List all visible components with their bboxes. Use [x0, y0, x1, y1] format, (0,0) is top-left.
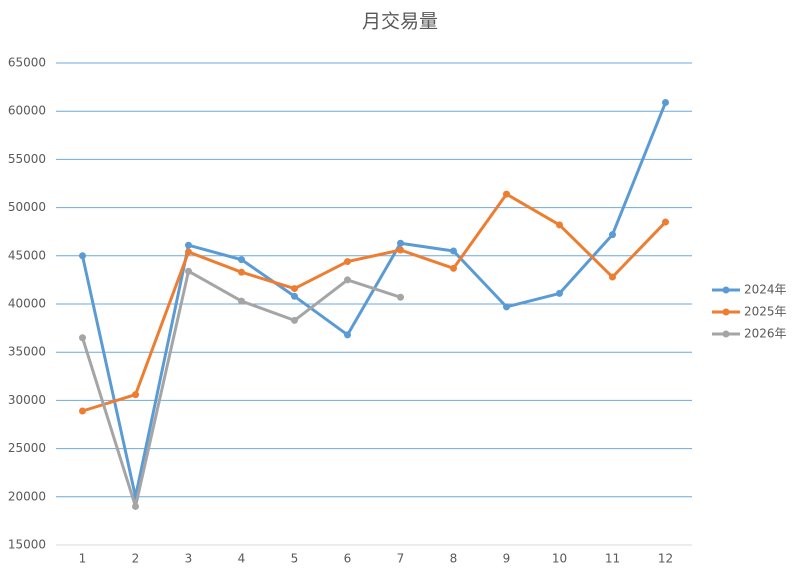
x-tick-label: 6: [344, 552, 352, 566]
x-tick-label: 1: [79, 552, 87, 566]
x-tick-label: 11: [605, 552, 620, 566]
x-tick-label: 8: [450, 552, 458, 566]
y-tick-label: 20000: [8, 489, 46, 503]
data-point: [238, 297, 245, 305]
y-tick-label: 55000: [8, 152, 46, 166]
data-point: [556, 221, 563, 229]
y-tick-label: 15000: [8, 538, 46, 552]
y-tick-label: 40000: [8, 297, 46, 311]
legend-marker: [722, 308, 730, 316]
data-point: [397, 246, 404, 254]
data-point: [238, 268, 245, 276]
data-point: [79, 252, 86, 260]
chart-title: 月交易量: [362, 11, 438, 33]
data-point: [556, 289, 563, 297]
data-point: [185, 241, 192, 249]
x-tick-label: 7: [397, 552, 405, 566]
data-point: [344, 276, 351, 284]
y-tick-label: 65000: [8, 56, 46, 70]
data-point: [450, 247, 457, 255]
data-point: [609, 273, 616, 281]
data-point: [238, 256, 245, 264]
x-tick-label: 10: [552, 552, 567, 566]
legend-label: 2025年: [744, 305, 787, 319]
data-point: [662, 218, 669, 226]
data-point: [503, 303, 510, 311]
x-tick-label: 12: [658, 552, 673, 566]
data-point: [132, 391, 139, 399]
data-point: [397, 239, 404, 247]
y-tick-label: 35000: [8, 345, 46, 359]
y-tick-label: 60000: [8, 104, 46, 118]
x-tick-label: 4: [238, 552, 246, 566]
x-tick-label: 3: [185, 552, 193, 566]
legend-marker: [722, 286, 730, 294]
data-point: [291, 285, 298, 293]
data-point: [344, 258, 351, 266]
legend-marker: [722, 330, 730, 338]
data-point: [291, 292, 298, 300]
legend-label: 2024年: [744, 283, 787, 297]
y-tick-label: 30000: [8, 393, 46, 407]
data-point: [185, 248, 192, 256]
y-tick-label: 25000: [8, 441, 46, 455]
data-point: [397, 293, 404, 301]
legend-label: 2026年: [744, 327, 787, 341]
data-point: [609, 231, 616, 239]
x-tick-label: 2: [132, 552, 140, 566]
y-tick-label: 50000: [8, 200, 46, 214]
data-point: [344, 331, 351, 339]
data-point: [450, 264, 457, 272]
data-point: [185, 267, 192, 275]
data-point: [291, 316, 298, 324]
y-tick-label: 45000: [8, 248, 46, 262]
data-point: [503, 190, 510, 198]
series-line: [82, 192, 667, 413]
data-point: [79, 334, 86, 342]
data-point: [132, 502, 139, 510]
x-tick-label: 9: [503, 552, 511, 566]
data-point: [79, 407, 86, 415]
data-point: [662, 99, 669, 107]
x-tick-label: 5: [291, 552, 299, 566]
